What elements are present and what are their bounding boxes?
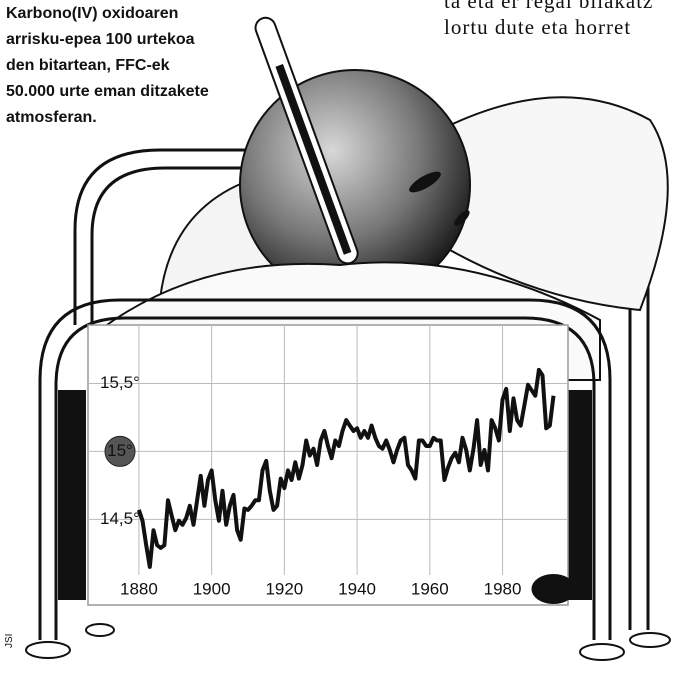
bed-feet (26, 624, 670, 660)
caption-line: 50.000 urte eman ditzakete (6, 83, 209, 100)
x-tick-label: 1900 (193, 579, 231, 598)
illustration: 14,5° 15° 15,5° 1880 1900 1920 1940 1960 1980 199… (0, 0, 696, 675)
caption-line: arrisku-epea 100 urtekoa (6, 31, 195, 48)
y-tick-label: 15° (107, 441, 133, 460)
article-line: ta eta er regai bilakatz (444, 0, 653, 13)
page: {"caption_lines": ["Karbono(IV) oxidoare… (0, 0, 696, 675)
y-tick-label: 15,5° (100, 373, 140, 392)
x-tick-label: 1940 (338, 579, 376, 598)
x-tick-label: 1994 (535, 579, 573, 598)
article-fragment: ta eta er regai bilakatz lortu dute eta h… (444, 0, 653, 39)
bed-panel-right (568, 390, 592, 600)
chart-panel (88, 325, 568, 605)
article-line: lortu dute eta horret (444, 15, 631, 39)
x-tick-label: 1920 (265, 579, 303, 598)
x-tick-label: 1880 (120, 579, 158, 598)
caption-line: atmosferan. (6, 109, 97, 126)
x-tick-label: 1960 (411, 579, 449, 598)
bed-panel-left (58, 390, 86, 600)
credit: JSI (4, 634, 15, 648)
caption: Karbono(IV) oxidoaren arrisku-epea 100 ur… (6, 5, 209, 126)
caption-line: Karbono(IV) oxidoaren (6, 5, 178, 22)
x-tick-label: 1980 (484, 579, 522, 598)
y-tick-label: 14,5° (100, 509, 140, 528)
caption-line: den bitartean, FFC-ek (6, 57, 170, 74)
